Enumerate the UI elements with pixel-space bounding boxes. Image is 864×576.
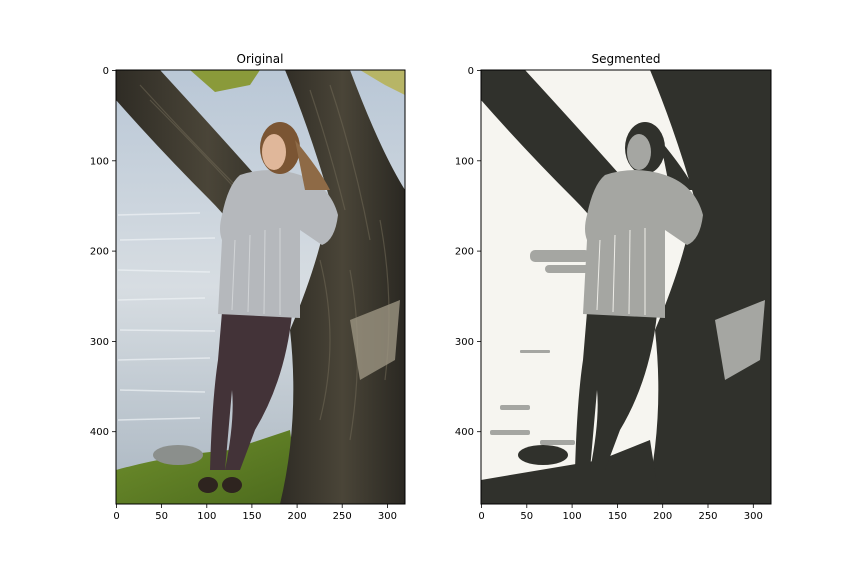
x-tick-label: 300: [378, 511, 397, 522]
segmented-image: [481, 70, 771, 504]
original-y-axis: 0 100 200 300 400: [90, 66, 116, 438]
original-x-axis: 0 50 100 150 200 250 300: [113, 504, 397, 522]
original-title: Original: [237, 52, 284, 66]
x-tick-label: 150: [608, 511, 627, 522]
original-panel: Original: [90, 52, 406, 522]
y-tick-label: 300: [90, 337, 109, 348]
x-tick-label: 50: [155, 511, 168, 522]
segmented-y-axis: 0 100 200 300 400: [455, 66, 481, 438]
x-tick-label: 50: [520, 511, 533, 522]
y-tick-label: 200: [455, 247, 474, 258]
x-tick-label: 0: [113, 511, 119, 522]
segmented-title: Segmented: [592, 52, 661, 66]
segmented-panel: Segmented: [455, 52, 772, 522]
y-tick-label: 100: [455, 156, 474, 167]
x-tick-label: 150: [242, 511, 261, 522]
original-axes-frame: [115, 69, 406, 505]
y-tick-label: 0: [103, 66, 109, 77]
x-tick-label: 300: [744, 511, 763, 522]
y-tick-label: 100: [90, 156, 109, 167]
x-tick-label: 250: [698, 511, 717, 522]
x-tick-label: 0: [478, 511, 484, 522]
segmented-x-axis: 0 50 100 150 200 250 300: [478, 504, 763, 522]
y-tick-label: 200: [90, 247, 109, 258]
x-tick-label: 250: [333, 511, 352, 522]
x-tick-label: 100: [563, 511, 582, 522]
x-tick-label: 200: [288, 511, 307, 522]
segmented-axes-frame: [480, 69, 772, 505]
original-image: [116, 70, 405, 504]
x-tick-label: 200: [653, 511, 672, 522]
y-tick-label: 400: [455, 427, 474, 438]
y-tick-label: 400: [90, 427, 109, 438]
y-tick-label: 300: [455, 337, 474, 348]
y-tick-label: 0: [468, 66, 474, 77]
x-tick-label: 100: [197, 511, 216, 522]
